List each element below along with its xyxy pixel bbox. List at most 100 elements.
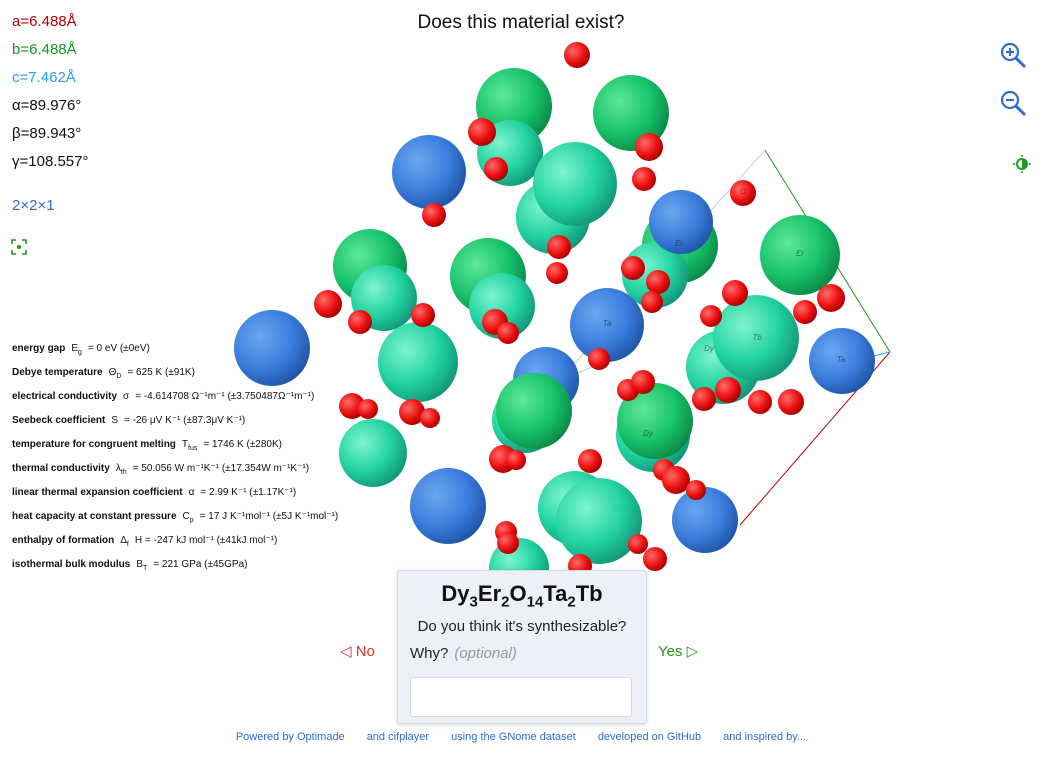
atom-o	[631, 370, 655, 394]
atom-er	[593, 75, 669, 151]
lattice-b: b=6.488Å	[12, 41, 77, 58]
property-value: H = -247 kJ mol⁻¹ (±41kJ mol⁻¹)	[134, 535, 278, 546]
property-row: electrical conductivity σ = -4.614708 Ω⁻¹m…	[12, 390, 338, 414]
vote-card: Dy3Er2O14Ta2Tb Do you think it's synthes…	[397, 570, 647, 724]
property-row: isothermal bulk modulus BT = 221 GPa (±45G…	[12, 558, 338, 582]
atom-o	[339, 393, 365, 419]
property-label: isothermal bulk modulus	[12, 559, 131, 570]
vote-yes-button[interactable]: Yes ▷	[658, 643, 699, 660]
vote-no-button[interactable]: ◁ No	[340, 643, 375, 660]
formula-element: Ta	[543, 581, 568, 606]
footer-link[interactable]: and inspired by...	[723, 731, 807, 743]
property-value: = 17 J K⁻¹mol⁻¹ (±5J K⁻¹mol⁻¹)	[199, 511, 339, 522]
formula-element: Tb	[575, 581, 603, 606]
atom-o	[546, 262, 568, 284]
atom-o	[621, 256, 645, 280]
why-label-row: Why? (optional)	[410, 645, 646, 662]
atom-dy	[713, 295, 799, 381]
property-label: thermal conductivity	[12, 463, 110, 474]
atom-o	[497, 532, 519, 554]
property-symbol: λ	[115, 463, 121, 474]
footer-link[interactable]: and cifplayer	[366, 731, 430, 743]
supercell-toggle[interactable]: 2×2×1	[12, 197, 55, 214]
contrast-icon[interactable]	[1012, 154, 1032, 174]
atom-o	[722, 280, 748, 306]
atom-o	[547, 235, 571, 259]
atom-label: Ta	[603, 319, 612, 328]
property-value: = 50.056 W m⁻¹K⁻¹ (±17.354W m⁻¹K⁻¹)	[132, 463, 310, 474]
atom-o	[422, 203, 446, 227]
atom-ta	[410, 468, 486, 544]
property-subscript: f	[126, 541, 129, 548]
reason-input[interactable]	[410, 677, 632, 717]
zoom-in-icon[interactable]	[998, 40, 1028, 70]
lattice-alpha: α=89.976°	[12, 97, 82, 114]
property-value: = -26 μV K⁻¹ (±87.3μV K⁻¹)	[124, 415, 246, 426]
atom-o	[506, 450, 526, 470]
atom-o	[778, 389, 804, 415]
atom-o	[643, 547, 667, 571]
atom-ta	[649, 190, 713, 254]
atom-o	[497, 322, 519, 344]
atom-label: Tb	[752, 333, 762, 342]
synthesis-question: Do you think it's synthesizable?	[417, 618, 627, 636]
lattice-beta: β=89.943°	[12, 125, 82, 142]
fit-view-icon[interactable]	[10, 238, 28, 256]
property-row: thermal conductivity λth = 50.056 W m⁻¹K⁻¹…	[12, 462, 338, 486]
atom-er	[760, 215, 840, 295]
atom-ta	[392, 135, 466, 209]
atom-label: Er	[796, 249, 804, 258]
atom-o	[564, 42, 590, 68]
footer-links: Powered by Optimade and cifplayer using th…	[0, 731, 1042, 743]
property-row: enthalpy of formation Δf H = -247 kJ mol⁻¹…	[12, 534, 338, 558]
footer-link[interactable]: using the GNome dataset	[451, 731, 576, 743]
formula-element: Er	[477, 581, 502, 606]
property-symbol: T	[181, 439, 189, 450]
property-label: temperature for congruent melting	[12, 439, 176, 450]
atom-dy	[533, 142, 617, 226]
property-list: energy gap Eg = 0 eV (±0eV) Debye temperatu…	[12, 342, 338, 582]
property-label: energy gap	[12, 343, 66, 354]
property-subscript: fus	[188, 445, 198, 452]
page-title: Does this material exist?	[417, 12, 625, 33]
property-label: Debye temperature	[12, 367, 103, 378]
atom-dy	[556, 478, 642, 564]
footer-link[interactable]: Powered by Optimade	[235, 731, 345, 743]
atom-o	[588, 348, 610, 370]
property-value: = 0 eV (±0eV)	[87, 343, 150, 354]
atom-ta	[570, 288, 644, 362]
zoom-out-icon[interactable]	[998, 88, 1028, 118]
atom-o	[686, 480, 706, 500]
atom-o	[628, 534, 648, 554]
lattice-a: a=6.488Å	[12, 13, 77, 30]
atom-o	[730, 180, 756, 206]
property-row: energy gap Eg = 0 eV (±0eV)	[12, 342, 338, 366]
property-symbol: B	[136, 559, 144, 570]
atom-o	[700, 305, 722, 327]
atom-dy	[339, 419, 407, 487]
property-symbol: Δ	[120, 535, 127, 546]
atom-label: Dy	[704, 344, 715, 353]
formula-count: 3	[469, 593, 478, 611]
property-label: electrical conductivity	[12, 391, 118, 402]
atom-o	[748, 390, 772, 414]
atom-o	[578, 449, 602, 473]
atom-o	[662, 466, 690, 494]
property-value: = 1746 K (±280K)	[203, 439, 282, 450]
property-subscript: th	[120, 469, 127, 476]
atom-o	[793, 300, 817, 324]
atom-ta	[809, 328, 875, 394]
property-value: = 625 K (±91K)	[127, 367, 195, 378]
atom-o	[399, 399, 425, 425]
atom-o	[692, 387, 716, 411]
footer-link[interactable]: developed on GitHub	[597, 731, 702, 743]
property-symbol: C	[182, 511, 190, 522]
property-value: = 2.99 K⁻¹ (±1.17K⁻¹)	[200, 487, 297, 498]
property-row: temperature for congruent melting Tfus = 1…	[12, 438, 338, 462]
atom-o	[632, 167, 656, 191]
formula-element: O	[509, 581, 527, 606]
atom-label: Dy	[643, 429, 654, 438]
atom-label: Er	[675, 239, 683, 248]
property-label: Seebeck coefficient	[12, 415, 106, 426]
